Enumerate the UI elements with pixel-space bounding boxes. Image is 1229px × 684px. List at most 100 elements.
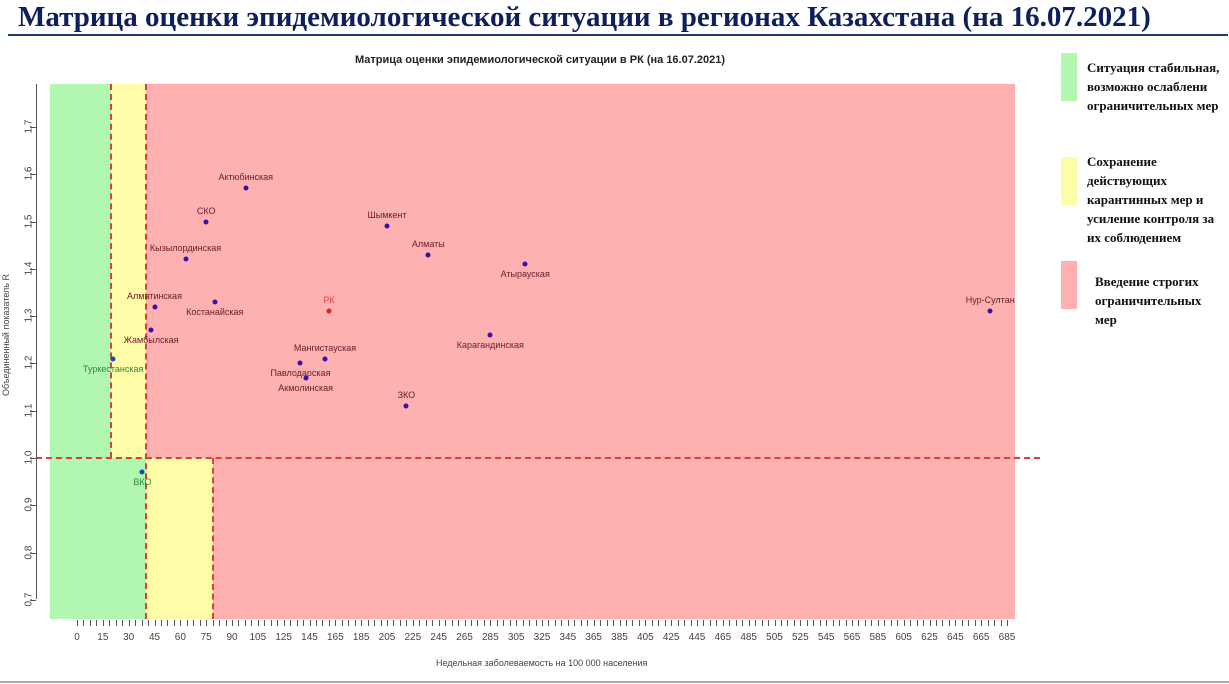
y-tick [30,505,36,507]
x-tick [432,620,434,626]
x-tick [335,620,337,626]
x-tick [477,620,479,626]
x-tick [425,620,427,626]
data-point [148,327,154,333]
y-tick-label: 1.0 [23,450,35,465]
x-tick-label: 625 [921,632,938,643]
x-tick [412,620,414,626]
y-tick [30,458,36,459]
data-point-label: Жамбылская [123,335,179,346]
x-tick-label: 565 [843,632,861,643]
x-tick [780,620,782,626]
slide-title: Матрица оценки эпидемиологической ситуац… [18,1,1151,33]
x-tick [948,620,950,626]
x-tick [503,620,505,626]
x-tick [961,620,963,626]
data-point [403,403,409,409]
x-tick [167,620,169,626]
x-tick [315,620,317,626]
x-tick-label: 245 [430,632,447,643]
y-tick-label: 1.2 [23,355,35,370]
x-tick-label: 405 [636,632,654,643]
x-tick [380,620,382,626]
data-point-label: Нур-Султан [965,295,1015,306]
x-tick [522,620,524,626]
x-tick-label: 15 [97,632,109,643]
x-tick [173,620,175,626]
x-tick [361,620,363,626]
x-tick [199,620,201,626]
y-axis-title: Объединенный показатель R [1,274,11,397]
data-point-label: ВКО [133,477,152,488]
x-tick [193,620,195,626]
x-tick [445,620,447,626]
data-point-label: Мангистауская [293,342,357,353]
x-tick-label: 30 [123,632,135,643]
x-tick [270,620,272,626]
data-point [987,308,993,314]
data-point-label: СКО [196,205,216,216]
x-tick [600,620,602,626]
legend-swatch-yellow [1061,157,1077,205]
x-tick [968,620,970,626]
y-tick [30,268,36,270]
x-tick [96,620,98,626]
x-tick [858,620,860,626]
data-point [297,360,303,366]
y-tick [30,126,36,128]
x-tick [296,620,298,626]
x-tick [128,620,130,626]
x-tick [890,620,892,626]
legend-label-green: Ситуация стабильная, возможно ослаблени … [1087,60,1220,113]
y-tick [30,599,36,601]
x-tick [748,620,750,626]
y-axis [36,84,37,599]
x-tick [160,620,162,626]
bottom-divider [0,681,1229,683]
x-tick [490,620,492,626]
x-tick [709,620,711,626]
x-tick [651,620,653,626]
x-tick [658,620,660,626]
threshold-line-r1 [36,457,1040,459]
x-tick [244,620,246,626]
x-tick [257,620,259,626]
x-tick [994,620,996,626]
x-tick [735,620,737,626]
x-tick [277,620,279,626]
x-tick [115,620,117,626]
data-point [243,185,249,191]
x-tick [328,620,330,626]
x-tick [684,620,686,626]
x-tick [89,620,91,626]
x-tick [974,620,976,626]
data-point-label: Туркестанская [82,363,144,374]
data-point [203,219,209,224]
legend-swatch-green [1061,53,1077,101]
x-tick-label: 105 [249,632,267,643]
x-tick [845,620,847,626]
x-tick [916,620,918,626]
x-tick [77,620,78,626]
x-tick [774,620,776,626]
x-tick [206,620,208,626]
data-point-label: Актюбинская [218,172,274,183]
x-tick [742,620,744,626]
x-tick-label: 645 [946,632,964,643]
data-point-label: Атырауская [500,269,550,280]
y-tick [30,221,36,223]
x-tick-label: 325 [533,632,551,643]
zone-red-upper [146,84,1015,458]
legend-label-red: Введение строгих ограничительных мер [1095,274,1202,327]
x-tick [348,620,350,626]
x-tick-label: 365 [585,632,602,643]
x-tick [722,620,724,626]
x-tick [322,620,324,626]
x-tick-label: 505 [766,632,783,643]
x-tick [864,620,866,626]
x-tick [535,620,537,626]
x-tick [574,620,576,626]
x-tick [619,620,621,626]
x-tick [464,620,466,626]
x-tick-label: 445 [688,632,706,643]
